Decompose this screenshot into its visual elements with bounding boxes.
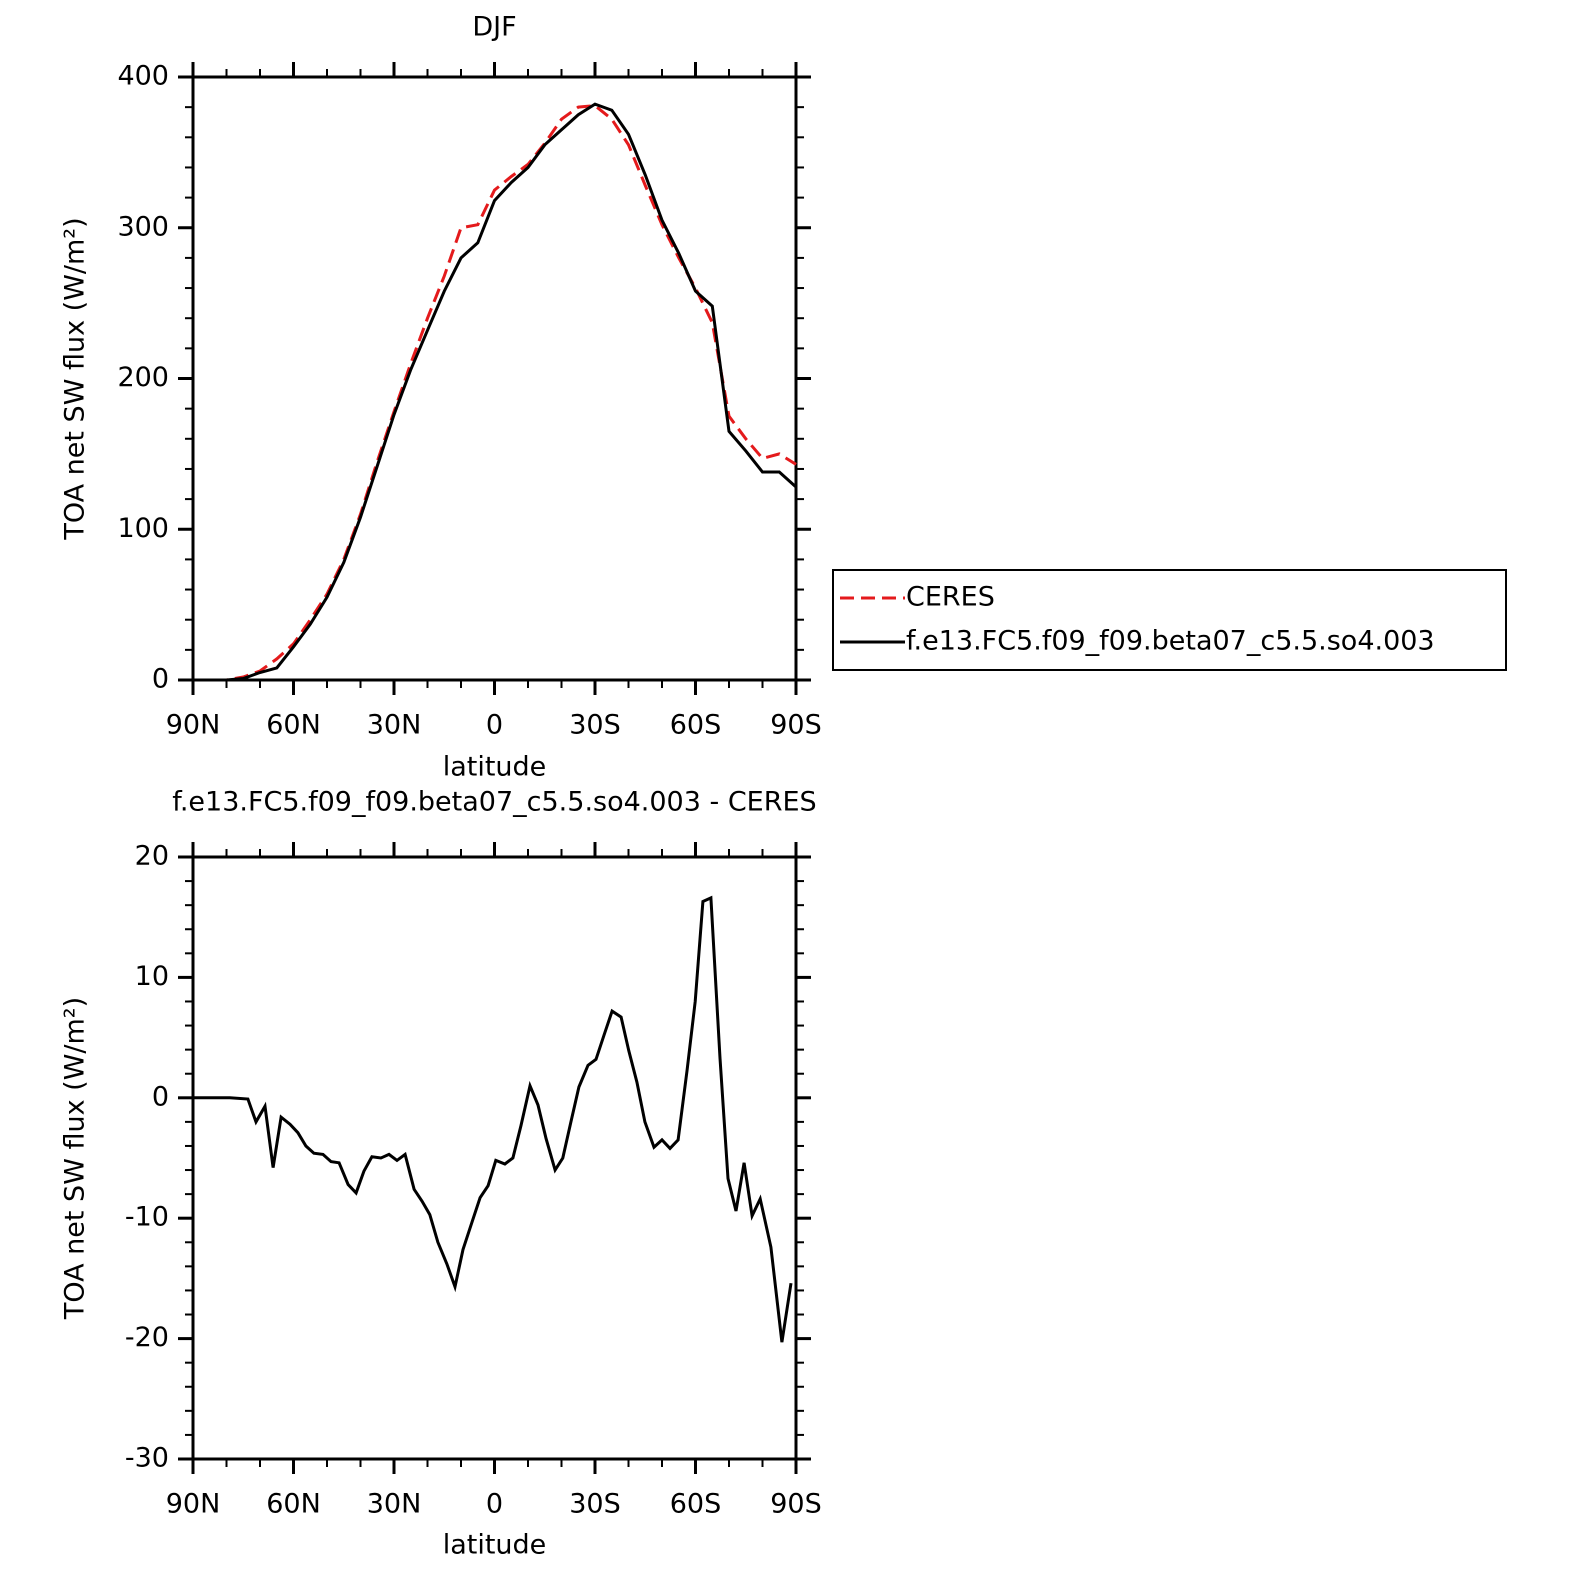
y-axis-label: TOA net SW flux (W/m²)	[60, 997, 91, 1320]
data-line	[193, 102, 798, 682]
y-tick-label: 0	[152, 664, 169, 695]
x-tick-label: 30S	[569, 1489, 621, 1520]
x-tick-label: 60S	[670, 710, 722, 741]
x-tick-label: 90N	[166, 710, 221, 741]
x-tick-label: 90N	[166, 1489, 221, 1520]
chart-title: f.e13.FC5.f09_f09.beta07_c5.5.so4.003 - …	[172, 787, 816, 818]
legend-label: CERES	[906, 582, 995, 613]
chart-title: DJF	[472, 12, 516, 43]
legend-box	[832, 569, 1507, 671]
y-tick-label: 200	[117, 362, 169, 393]
data-line	[193, 104, 797, 682]
x-tick-label: 90S	[770, 710, 822, 741]
y-tick-label: 20	[135, 841, 169, 872]
x-tick-label: 0	[486, 710, 503, 741]
x-axis-label: latitude	[443, 1530, 547, 1561]
y-tick-label: -30	[125, 1443, 169, 1474]
y-tick-label: -20	[125, 1322, 169, 1353]
y-tick-label: -10	[125, 1202, 169, 1233]
x-tick-label: 30N	[367, 710, 422, 741]
plot-frame	[191, 855, 798, 1461]
x-tick-label: 60S	[670, 1489, 722, 1520]
plot-frame	[191, 75, 798, 682]
y-tick-label: 300	[117, 211, 169, 242]
x-tick-label: 0	[486, 1489, 503, 1520]
legend-label: f.e13.FC5.f09_f09.beta07_c5.5.so4.003	[906, 626, 1435, 657]
y-tick-label: 0	[152, 1081, 169, 1112]
x-tick-label: 30S	[569, 710, 621, 741]
x-tick-label: 60N	[266, 1489, 321, 1520]
y-tick-label: 100	[117, 513, 169, 544]
x-tick-label: 30N	[367, 1489, 422, 1520]
y-axis-label: TOA net SW flux (W/m²)	[60, 217, 91, 540]
y-tick-label: 400	[117, 61, 169, 92]
x-tick-label: 60N	[266, 710, 321, 741]
data-line	[193, 895, 793, 1343]
x-tick-label: 90S	[770, 1489, 822, 1520]
y-tick-label: 10	[135, 961, 169, 992]
x-axis-label: latitude	[443, 752, 547, 783]
